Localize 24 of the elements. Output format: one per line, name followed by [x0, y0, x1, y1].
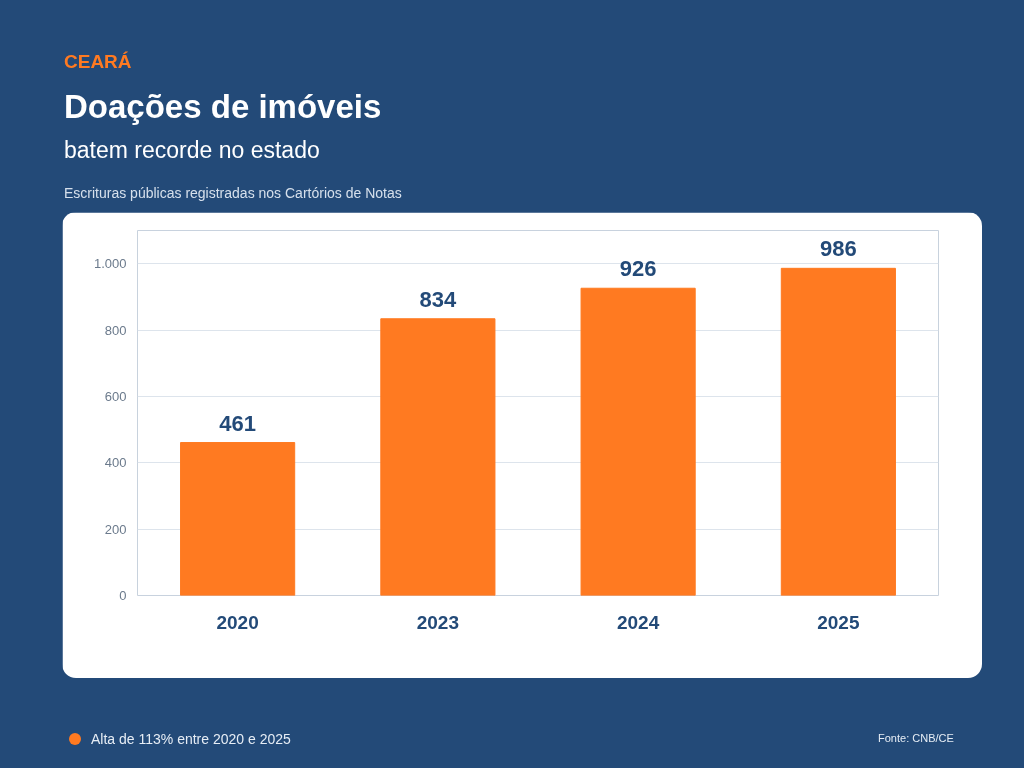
- y-tick-label: 200: [104, 521, 127, 537]
- bar: [180, 442, 296, 596]
- bar: [380, 318, 496, 596]
- x-tick-label: 2024: [616, 611, 660, 633]
- y-tick-label: 600: [104, 388, 127, 404]
- data-label: 986: [820, 236, 857, 262]
- data-label: 461: [219, 410, 256, 436]
- y-tick-label: 0: [119, 588, 127, 603]
- y-tick-label: 800: [104, 322, 127, 338]
- chart-title: Doações de imóveis: [64, 87, 383, 128]
- x-tick-label: 2025: [817, 611, 860, 633]
- text: Alta de 113% entre 2020 e 2025: [90, 730, 291, 749]
- chart-subtitle: batem recorde no estado: [64, 136, 321, 166]
- bar: [780, 267, 896, 596]
- y-tick-label: 400: [104, 455, 127, 471]
- bar: [580, 287, 696, 596]
- text: CEARÁ: [64, 50, 133, 74]
- data-label: 926: [619, 256, 657, 282]
- y-tick-label: 1.000: [93, 256, 127, 272]
- x-tick-label: 2020: [216, 611, 259, 633]
- data-label: 834: [419, 286, 457, 312]
- x-tick-label: 2023: [416, 611, 460, 633]
- text: Escrituras públicas registradas nos Cartórios de Notas: [64, 184, 402, 204]
- source-note: Fonte: CNB/CE: [878, 731, 954, 746]
